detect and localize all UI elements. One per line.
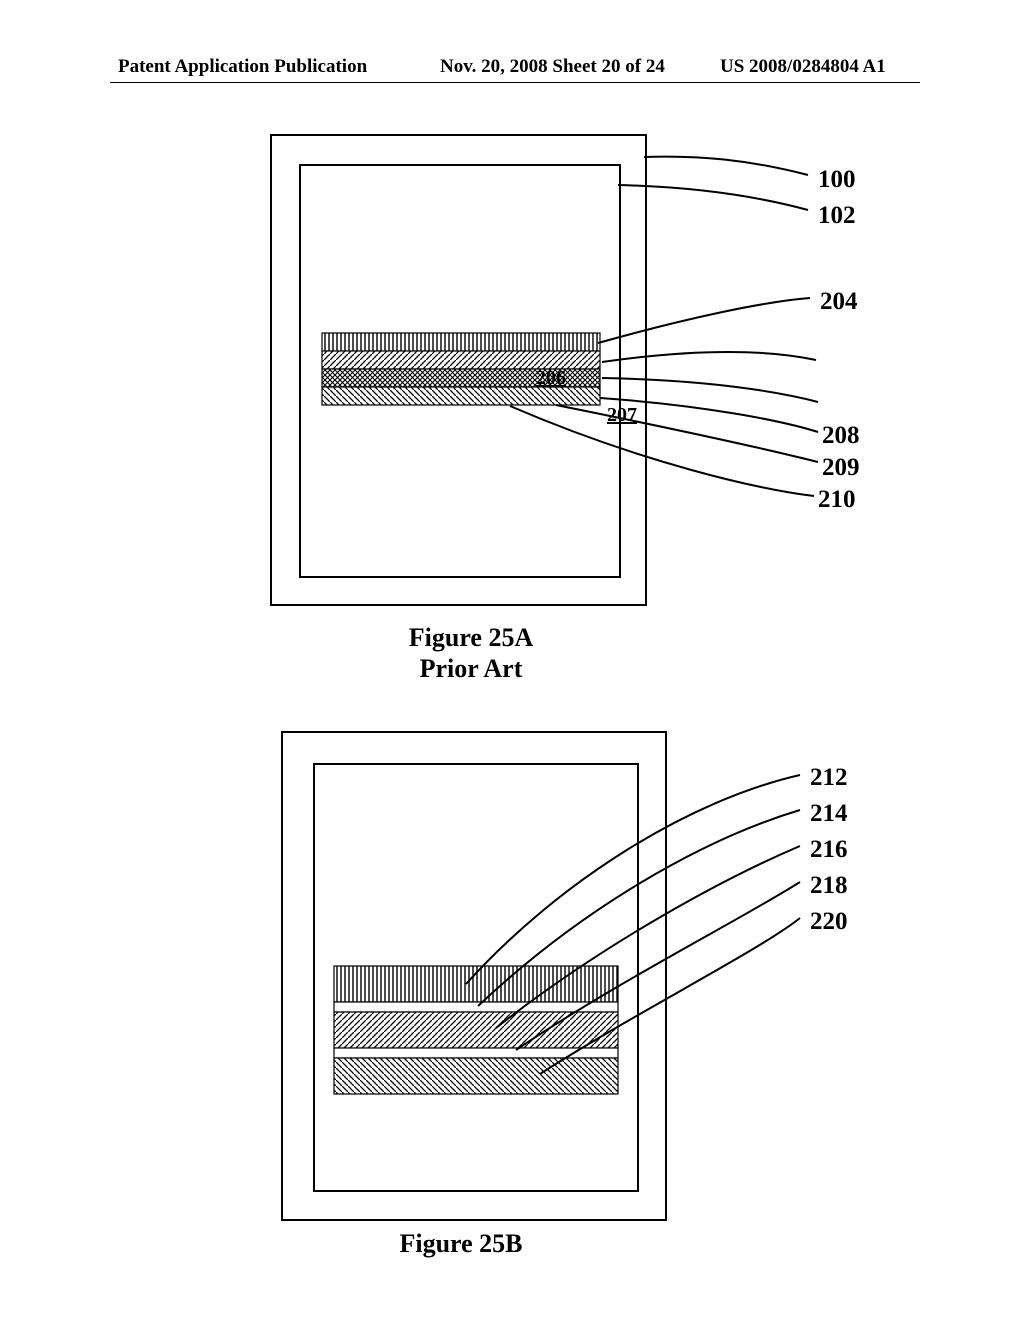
ref-100: 100: [818, 166, 856, 194]
ref-208: 208: [822, 422, 860, 450]
ref-218: 218: [810, 872, 848, 900]
ref-204: 204: [820, 288, 858, 316]
ref-207: 207: [607, 404, 637, 427]
ref-209: 209: [822, 454, 860, 482]
patent-page: Patent Application Publication Nov. 20, …: [0, 0, 1024, 1320]
ref-216: 216: [810, 836, 848, 864]
figure-25b-caption-line1: Figure 25B: [346, 1228, 576, 1259]
figure-25b-svg: [0, 0, 1024, 1300]
ref-102: 102: [818, 202, 856, 230]
ref-212: 212: [810, 764, 848, 792]
ref-210: 210: [818, 486, 856, 514]
ref-206: 206: [536, 367, 566, 390]
ref-214: 214: [810, 800, 848, 828]
ref-220: 220: [810, 908, 848, 936]
figure-25b-caption: Figure 25B: [346, 1228, 576, 1259]
